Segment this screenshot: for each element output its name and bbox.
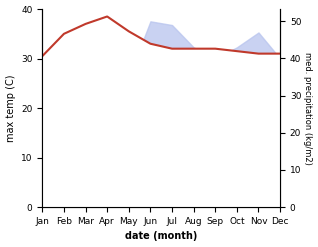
X-axis label: date (month): date (month) (125, 231, 197, 242)
Y-axis label: max temp (C): max temp (C) (5, 74, 16, 142)
Y-axis label: med. precipitation (kg/m2): med. precipitation (kg/m2) (303, 52, 313, 165)
